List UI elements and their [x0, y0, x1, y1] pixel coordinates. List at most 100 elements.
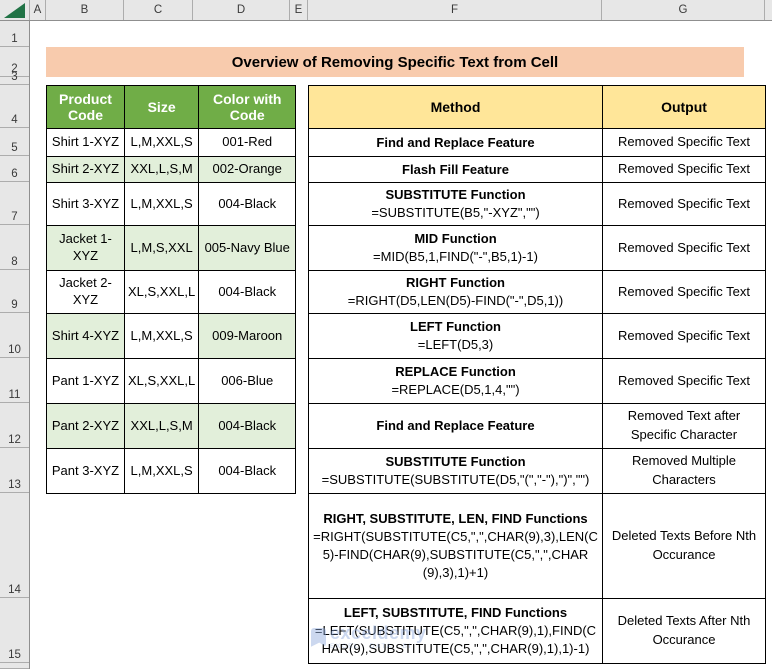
- output-cell[interactable]: Removed Text after Specific Character: [602, 403, 766, 449]
- method-cell[interactable]: LEFT, SUBSTITUTE, FIND Functions =LEFT(SU…: [308, 598, 603, 664]
- row-header-7[interactable]: 7: [0, 182, 29, 225]
- method-table-row: LEFT, SUBSTITUTE, FIND Functions =LEFT(SU…: [308, 598, 766, 664]
- color-code-cell[interactable]: 004-Black: [198, 182, 297, 226]
- column-header-G[interactable]: G: [602, 0, 765, 20]
- size-cell[interactable]: XL,S,XXL,L: [123, 358, 200, 404]
- column-header-E[interactable]: E: [290, 0, 308, 20]
- color-code-cell[interactable]: 002-Orange: [198, 156, 297, 183]
- size-cell[interactable]: XXL,L,S,M: [123, 156, 200, 183]
- row-header-filler: [0, 663, 29, 669]
- row-header-9[interactable]: 9: [0, 270, 29, 313]
- product-table-header-row: Product Code Size Color with Code: [46, 85, 297, 129]
- color-with-code-header[interactable]: Color with Code: [198, 85, 297, 129]
- row-header-1[interactable]: 1: [0, 21, 29, 47]
- size-cell[interactable]: L,M,XXL,S: [123, 448, 200, 494]
- method-name: SUBSTITUTE Function: [385, 454, 526, 470]
- method-name: Flash Fill Feature: [402, 161, 509, 177]
- size-header[interactable]: Size: [123, 85, 200, 129]
- method-cell[interactable]: RIGHT, SUBSTITUTE, LEN, FIND Functions =R…: [308, 493, 603, 599]
- output-cell[interactable]: Deleted Texts Before Nth Occurance: [602, 493, 766, 599]
- product-code-cell[interactable]: Pant 3-XYZ: [46, 448, 125, 494]
- select-all-corner[interactable]: [0, 0, 30, 20]
- row-header-10[interactable]: 10: [0, 313, 29, 358]
- method-cell[interactable]: Find and Replace Feature: [308, 128, 603, 157]
- method-name: REPLACE Function: [395, 364, 516, 380]
- method-formula: =SUBSTITUTE(B5,"-XYZ",""): [371, 205, 540, 220]
- row-header-4[interactable]: 4: [0, 85, 29, 128]
- row-header-11[interactable]: 11: [0, 358, 29, 403]
- method-formula: =LEFT(D5,3): [417, 337, 494, 352]
- product-table-row: Shirt 3-XYZ L,M,XXL,S 004-Black: [46, 182, 297, 226]
- column-header-F[interactable]: F: [308, 0, 602, 20]
- method-table-row: Find and Replace Feature Removed Specific…: [308, 128, 766, 157]
- output-cell[interactable]: Removed Specific Text: [602, 313, 766, 359]
- method-table-row: MID Function =MID(B5,1,FIND("-",B5,1)-1) R…: [308, 225, 766, 271]
- product-code-header[interactable]: Product Code: [46, 85, 125, 129]
- product-code-cell[interactable]: Pant 1-XYZ: [46, 358, 125, 404]
- output-cell[interactable]: Removed Specific Text: [602, 270, 766, 314]
- row-header-12[interactable]: 12: [0, 403, 29, 448]
- method-header[interactable]: Method: [308, 85, 603, 129]
- product-code-cell[interactable]: Pant 2-XYZ: [46, 403, 125, 449]
- color-code-cell[interactable]: 001-Red: [198, 128, 297, 157]
- column-header-C[interactable]: C: [124, 0, 193, 20]
- method-formula: =SUBSTITUTE(SUBSTITUTE(D5,"(","-"),")","…: [321, 472, 590, 487]
- method-table-row: Flash Fill Feature Removed Specific Text: [308, 156, 766, 183]
- product-code-cell[interactable]: Shirt 4-XYZ: [46, 313, 125, 359]
- row-header-8[interactable]: 8: [0, 225, 29, 270]
- output-cell[interactable]: Deleted Texts After Nth Occurance: [602, 598, 766, 664]
- output-header[interactable]: Output: [602, 85, 766, 129]
- method-table-row: REPLACE Function =REPLACE(D5,1,4,"") Remov…: [308, 358, 766, 404]
- method-cell[interactable]: MID Function =MID(B5,1,FIND("-",B5,1)-1): [308, 225, 603, 271]
- method-table-row: SUBSTITUTE Function =SUBSTITUTE(B5,"-XYZ"…: [308, 182, 766, 226]
- size-cell[interactable]: XL,S,XXL,L: [123, 270, 200, 314]
- output-cell[interactable]: Removed Specific Text: [602, 358, 766, 404]
- column-header-B[interactable]: B: [46, 0, 124, 20]
- size-cell[interactable]: L,M,XXL,S: [123, 182, 200, 226]
- color-code-cell[interactable]: 004-Black: [198, 270, 297, 314]
- method-formula: =REPLACE(D5,1,4,""): [391, 382, 520, 397]
- method-cell[interactable]: Find and Replace Feature: [308, 403, 603, 449]
- output-cell[interactable]: Removed Multiple Characters: [602, 448, 766, 494]
- color-code-cell[interactable]: 004-Black: [198, 448, 297, 494]
- output-cell[interactable]: Removed Specific Text: [602, 156, 766, 183]
- output-cell[interactable]: Removed Specific Text: [602, 128, 766, 157]
- product-table-row: Pant 2-XYZ XXL,L,S,M 004-Black: [46, 403, 297, 449]
- method-cell[interactable]: SUBSTITUTE Function =SUBSTITUTE(B5,"-XYZ"…: [308, 182, 603, 226]
- color-code-cell[interactable]: 006-Blue: [198, 358, 297, 404]
- method-cell[interactable]: REPLACE Function =REPLACE(D5,1,4,""): [308, 358, 603, 404]
- method-cell[interactable]: RIGHT Function =RIGHT(D5,LEN(D5)-FIND("-"…: [308, 270, 603, 314]
- sheet-title-cell[interactable]: Overview of Removing Specific Text from …: [46, 47, 744, 77]
- row-header-5[interactable]: 5: [0, 128, 29, 156]
- color-code-cell[interactable]: 005-Navy Blue: [198, 225, 297, 271]
- size-cell[interactable]: L,M,XXL,S: [123, 313, 200, 359]
- color-code-cell[interactable]: 009-Maroon: [198, 313, 297, 359]
- output-cell[interactable]: Removed Specific Text: [602, 182, 766, 226]
- product-code-cell[interactable]: Shirt 3-XYZ: [46, 182, 125, 226]
- product-code-cell[interactable]: Jacket 2-XYZ: [46, 270, 125, 314]
- size-cell[interactable]: L,M,XXL,S: [123, 128, 200, 157]
- row-header-6[interactable]: 6: [0, 156, 29, 182]
- size-cell[interactable]: L,M,S,XXL: [123, 225, 200, 271]
- method-name: LEFT, SUBSTITUTE, FIND Functions: [343, 605, 568, 621]
- product-code-cell[interactable]: Shirt 2-XYZ: [46, 156, 125, 183]
- color-code-cell[interactable]: 004-Black: [198, 403, 297, 449]
- method-cell[interactable]: SUBSTITUTE Function =SUBSTITUTE(SUBSTITUT…: [308, 448, 603, 494]
- product-table-row: Pant 3-XYZ L,M,XXL,S 004-Black: [46, 448, 297, 494]
- method-cell[interactable]: LEFT Function =LEFT(D5,3): [308, 313, 603, 359]
- method-cell[interactable]: Flash Fill Feature: [308, 156, 603, 183]
- output-cell[interactable]: Removed Specific Text: [602, 225, 766, 271]
- row-header-15[interactable]: 15: [0, 598, 29, 663]
- column-header-A[interactable]: A: [30, 0, 46, 20]
- method-table-row: SUBSTITUTE Function =SUBSTITUTE(SUBSTITUT…: [308, 448, 766, 494]
- size-cell[interactable]: XXL,L,S,M: [123, 403, 200, 449]
- product-table-row: Jacket 1-XYZ L,M,S,XXL 005-Navy Blue: [46, 225, 297, 271]
- row-header-3[interactable]: 3: [0, 71, 29, 85]
- row-header-14[interactable]: 14: [0, 493, 29, 598]
- product-code-cell[interactable]: Jacket 1-XYZ: [46, 225, 125, 271]
- row-header-2[interactable]: 2: [0, 47, 29, 77]
- row-header-13[interactable]: 13: [0, 448, 29, 493]
- column-header-D[interactable]: D: [193, 0, 290, 20]
- product-code-cell[interactable]: Shirt 1-XYZ: [46, 128, 125, 157]
